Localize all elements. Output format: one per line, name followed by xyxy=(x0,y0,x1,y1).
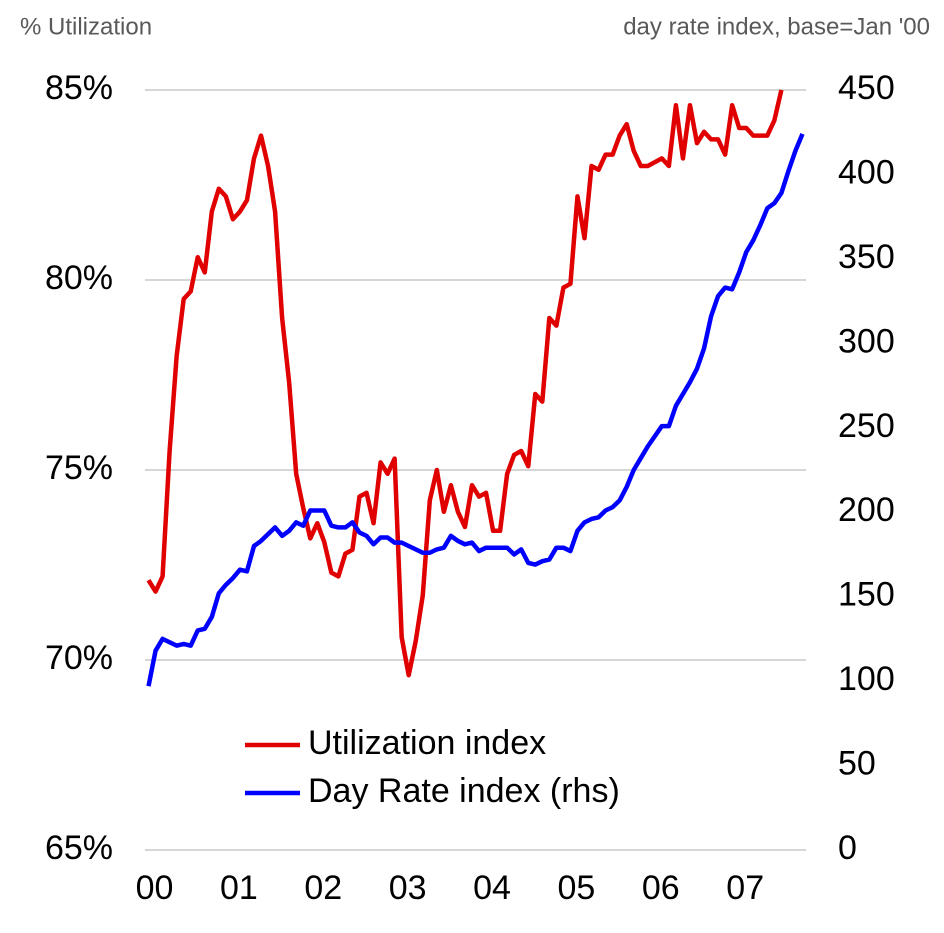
y2-tick-label: 300 xyxy=(838,322,895,360)
x-tick-label: 07 xyxy=(726,869,764,907)
y2-tick-label: 250 xyxy=(838,407,895,445)
x-tick-label: 06 xyxy=(642,869,680,907)
y-tick-label: 70% xyxy=(45,639,113,677)
y2-tick-label: 150 xyxy=(838,576,895,614)
y2-tick-label: 50 xyxy=(838,745,876,783)
y2-axis-title: day rate index, base=Jan '00 xyxy=(623,13,930,40)
y-tick-label: 75% xyxy=(45,449,113,487)
y2-tick-label: 350 xyxy=(838,238,895,276)
y2-tick-label: 200 xyxy=(838,491,895,529)
data-line xyxy=(146,133,805,687)
y2-tick-label: 0 xyxy=(838,829,857,867)
x-tick-label: 03 xyxy=(389,869,427,907)
y2-tick-label: 450 xyxy=(838,69,895,107)
y2-tick-label: 400 xyxy=(838,153,895,191)
y-tick-label: 80% xyxy=(45,259,113,297)
y2-tick-label: 100 xyxy=(838,660,895,698)
legend-label: Day Rate index (rhs) xyxy=(308,772,620,810)
y-tick-label: 65% xyxy=(45,829,113,867)
x-tick-label: 02 xyxy=(304,869,342,907)
y-tick-label: 85% xyxy=(45,69,113,107)
x-tick-label: 01 xyxy=(220,869,258,907)
x-tick-label: 05 xyxy=(558,869,596,907)
x-tick-label: 00 xyxy=(136,869,174,907)
legend-label: Utilization index xyxy=(308,724,546,762)
x-tick-label: 04 xyxy=(473,869,511,907)
y-axis-title: % Utilization xyxy=(20,13,152,40)
data-line xyxy=(146,89,784,678)
